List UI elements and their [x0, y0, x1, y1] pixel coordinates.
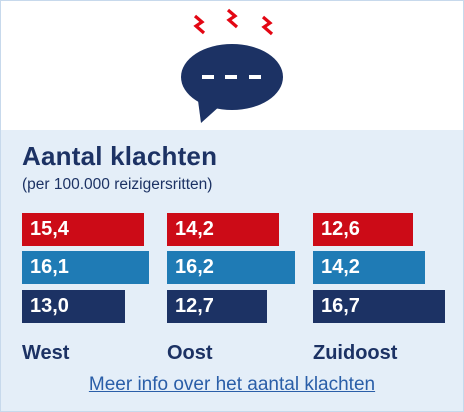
category-label-oost: Oost [167, 342, 213, 364]
bubble-tail [197, 93, 221, 123]
spark-right-icon [261, 15, 274, 36]
bar-zuidoost-series-2: 14,2 [313, 251, 425, 284]
bar-west-series-2: 16,1 [22, 251, 149, 284]
dash-1 [202, 75, 214, 79]
dash-2 [225, 75, 237, 79]
icon-area [1, 1, 463, 130]
dash-3 [249, 75, 261, 79]
spark-middle-icon [226, 8, 239, 29]
bar-west-series-3: 13,0 [22, 290, 125, 323]
spark-left-icon [193, 14, 206, 35]
chart-title: Aantal klachten [22, 141, 218, 171]
more-info-link[interactable]: Meer info over het aantal klachten [88, 374, 376, 395]
bar-west-series-1: 15,4 [22, 213, 144, 246]
bar-oost-series-3: 12,7 [167, 290, 267, 323]
speech-bubble-icon [181, 8, 283, 123]
bar-oost-series-1: 14,2 [167, 213, 279, 246]
category-label-west: West [22, 342, 70, 364]
bar-zuidoost-series-1: 12,6 [313, 213, 413, 246]
bar-oost-series-2: 16,2 [167, 251, 295, 284]
category-label-zuidoost: Zuidoost [313, 342, 398, 364]
chart-subtitle: (per 100.000 reizigersritten) [22, 176, 213, 193]
bar-zuidoost-series-3: 16,7 [313, 290, 445, 323]
